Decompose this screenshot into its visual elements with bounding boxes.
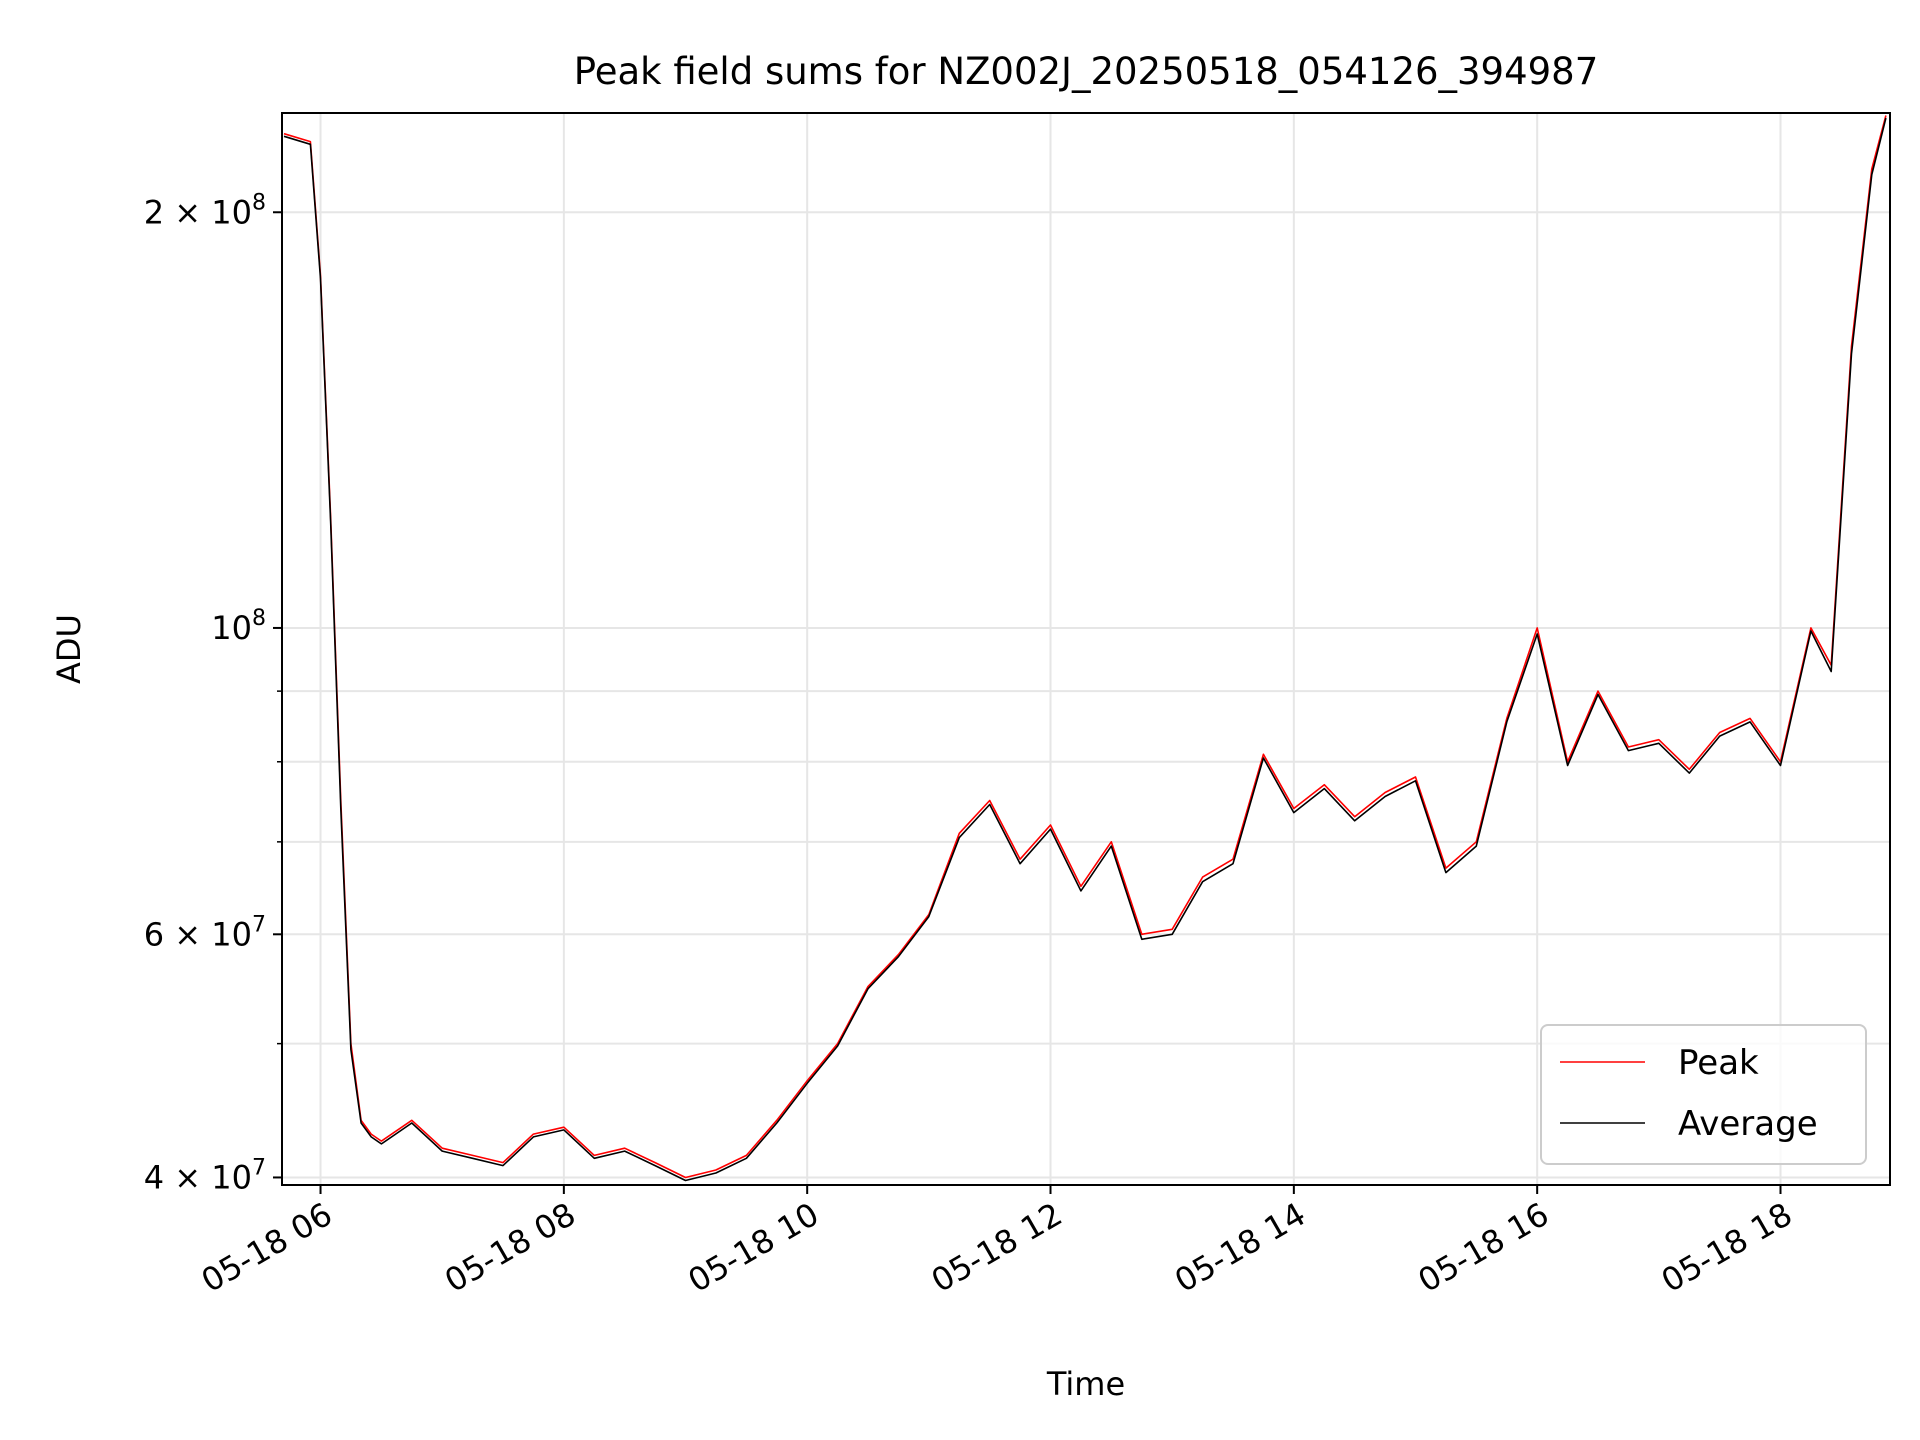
grid (282, 113, 1890, 1185)
y-tick-label: 2 × 108 (144, 190, 266, 231)
y-tick-label: 6 × 107 (144, 912, 266, 953)
series-line-average (283, 117, 1887, 1182)
y-tick-label: 4 × 107 (144, 1155, 266, 1196)
plot-frame (281, 112, 1891, 1186)
legend-label-peak: Peak (1678, 1043, 1759, 1083)
legend: Peak Average (1540, 1024, 1867, 1165)
series-line-peak (283, 115, 1887, 1179)
series-layer (283, 115, 1887, 1182)
x-axis-label: Time (1046, 1365, 1125, 1403)
y-axis-label: ADU (50, 614, 88, 684)
chart-title: Peak field sums for NZ002J_20250518_0541… (574, 50, 1599, 93)
legend-label-average: Average (1678, 1104, 1818, 1144)
legend-box (1540, 1024, 1867, 1165)
